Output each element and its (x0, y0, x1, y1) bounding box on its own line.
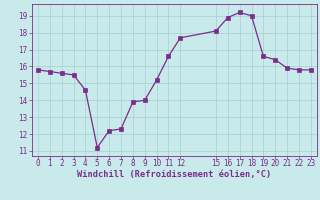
X-axis label: Windchill (Refroidissement éolien,°C): Windchill (Refroidissement éolien,°C) (77, 170, 272, 179)
